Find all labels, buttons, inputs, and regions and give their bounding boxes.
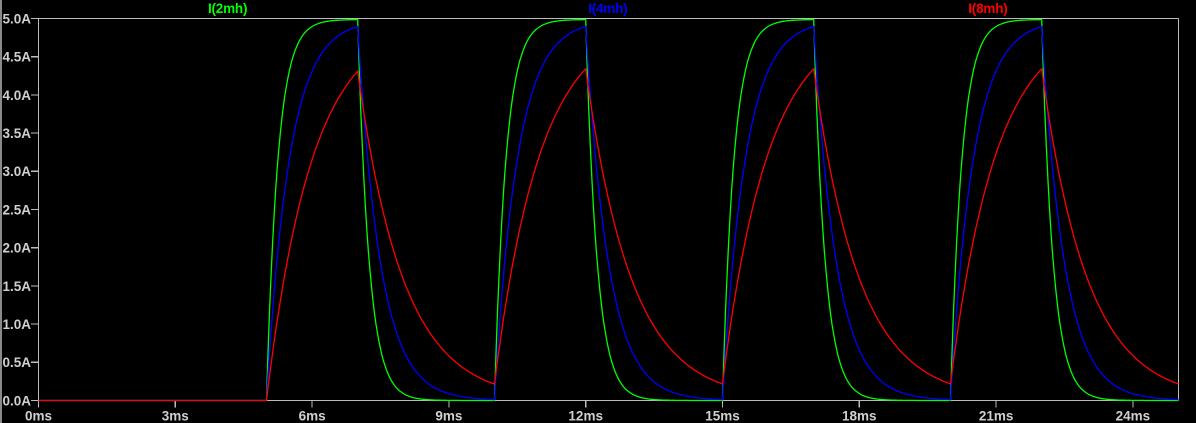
svg-text:0.0A: 0.0A [2, 393, 31, 408]
svg-text:21ms: 21ms [979, 409, 1014, 423]
svg-text:15ms: 15ms [705, 409, 740, 423]
svg-text:24ms: 24ms [1116, 409, 1151, 423]
svg-text:3ms: 3ms [162, 409, 189, 423]
svg-text:I(4mh): I(4mh) [588, 1, 627, 16]
svg-text:0.5A: 0.5A [2, 355, 31, 370]
svg-text:2.0A: 2.0A [2, 241, 31, 256]
svg-text:4.5A: 4.5A [2, 50, 31, 65]
svg-text:12ms: 12ms [568, 409, 603, 423]
svg-text:18ms: 18ms [842, 409, 877, 423]
svg-text:9ms: 9ms [435, 409, 462, 423]
svg-text:I(2mh): I(2mh) [208, 1, 247, 16]
svg-text:6ms: 6ms [299, 409, 326, 423]
svg-text:2.5A: 2.5A [2, 202, 31, 217]
svg-text:I(8mh): I(8mh) [968, 1, 1007, 16]
svg-text:1.5A: 1.5A [2, 279, 31, 294]
svg-text:3.5A: 3.5A [2, 126, 31, 141]
svg-text:3.0A: 3.0A [2, 164, 31, 179]
svg-text:4.0A: 4.0A [2, 88, 31, 103]
svg-text:5.0A: 5.0A [2, 11, 31, 26]
svg-text:1.0A: 1.0A [2, 317, 31, 332]
svg-text:0ms: 0ms [25, 409, 52, 423]
